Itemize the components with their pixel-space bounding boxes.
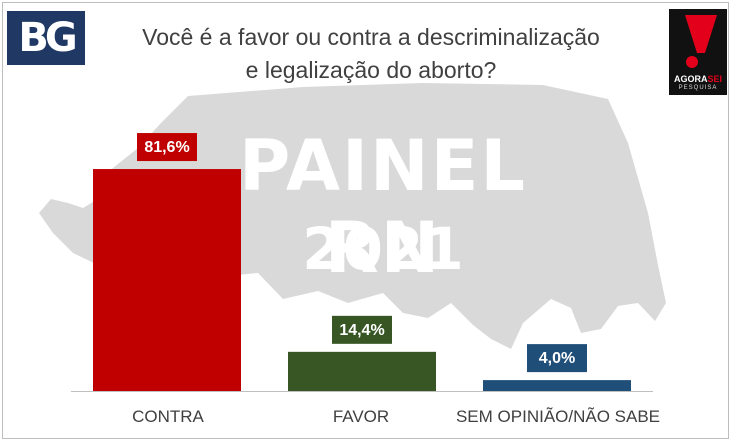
bg-logo: BG: [7, 11, 85, 65]
category-label-1: FAVOR: [333, 407, 389, 426]
chart-title-line-2: e legalização do aborto?: [245, 57, 497, 83]
chart-title-line-1: Você é a favor ou contra a descriminaliz…: [142, 24, 600, 50]
agora-brand-suffix: SEI: [707, 74, 722, 84]
bar-1: [288, 351, 436, 391]
agora-brand-subtitle: PESQUISA: [678, 85, 718, 91]
bar-2: [483, 380, 631, 391]
data-label-box-0: [137, 133, 197, 162]
watermark-line1: PAINEL RN: [238, 125, 528, 289]
data-label-0: 81,6%: [144, 139, 189, 156]
agora-brand-word: AGORA: [673, 74, 708, 84]
agora-brand-name: AGORASEI: [669, 75, 727, 84]
chart-title: Você é a favor ou contra a descriminaliz…: [101, 21, 641, 87]
data-label-2: 4,0%: [539, 350, 575, 367]
data-label-box-2: [527, 344, 587, 373]
category-label-0: CONTRA: [132, 407, 204, 426]
watermark-line2: 2021: [302, 215, 464, 283]
category-label-2: SEM OPINIÃO/NÃO SABE: [456, 407, 660, 426]
data-label-1: 14,4%: [339, 322, 384, 339]
agora-sei-logo: AGORASEI PESQUISA: [669, 9, 727, 95]
bar-0: [93, 169, 241, 391]
bar-plot: 81,6% CONTRA 14,4% FAVOR 4,0% SEM OPINIÃO/NÃO…: [71, 133, 660, 426]
data-label-box-1: [332, 315, 392, 344]
exclamation-icon: [685, 15, 717, 68]
